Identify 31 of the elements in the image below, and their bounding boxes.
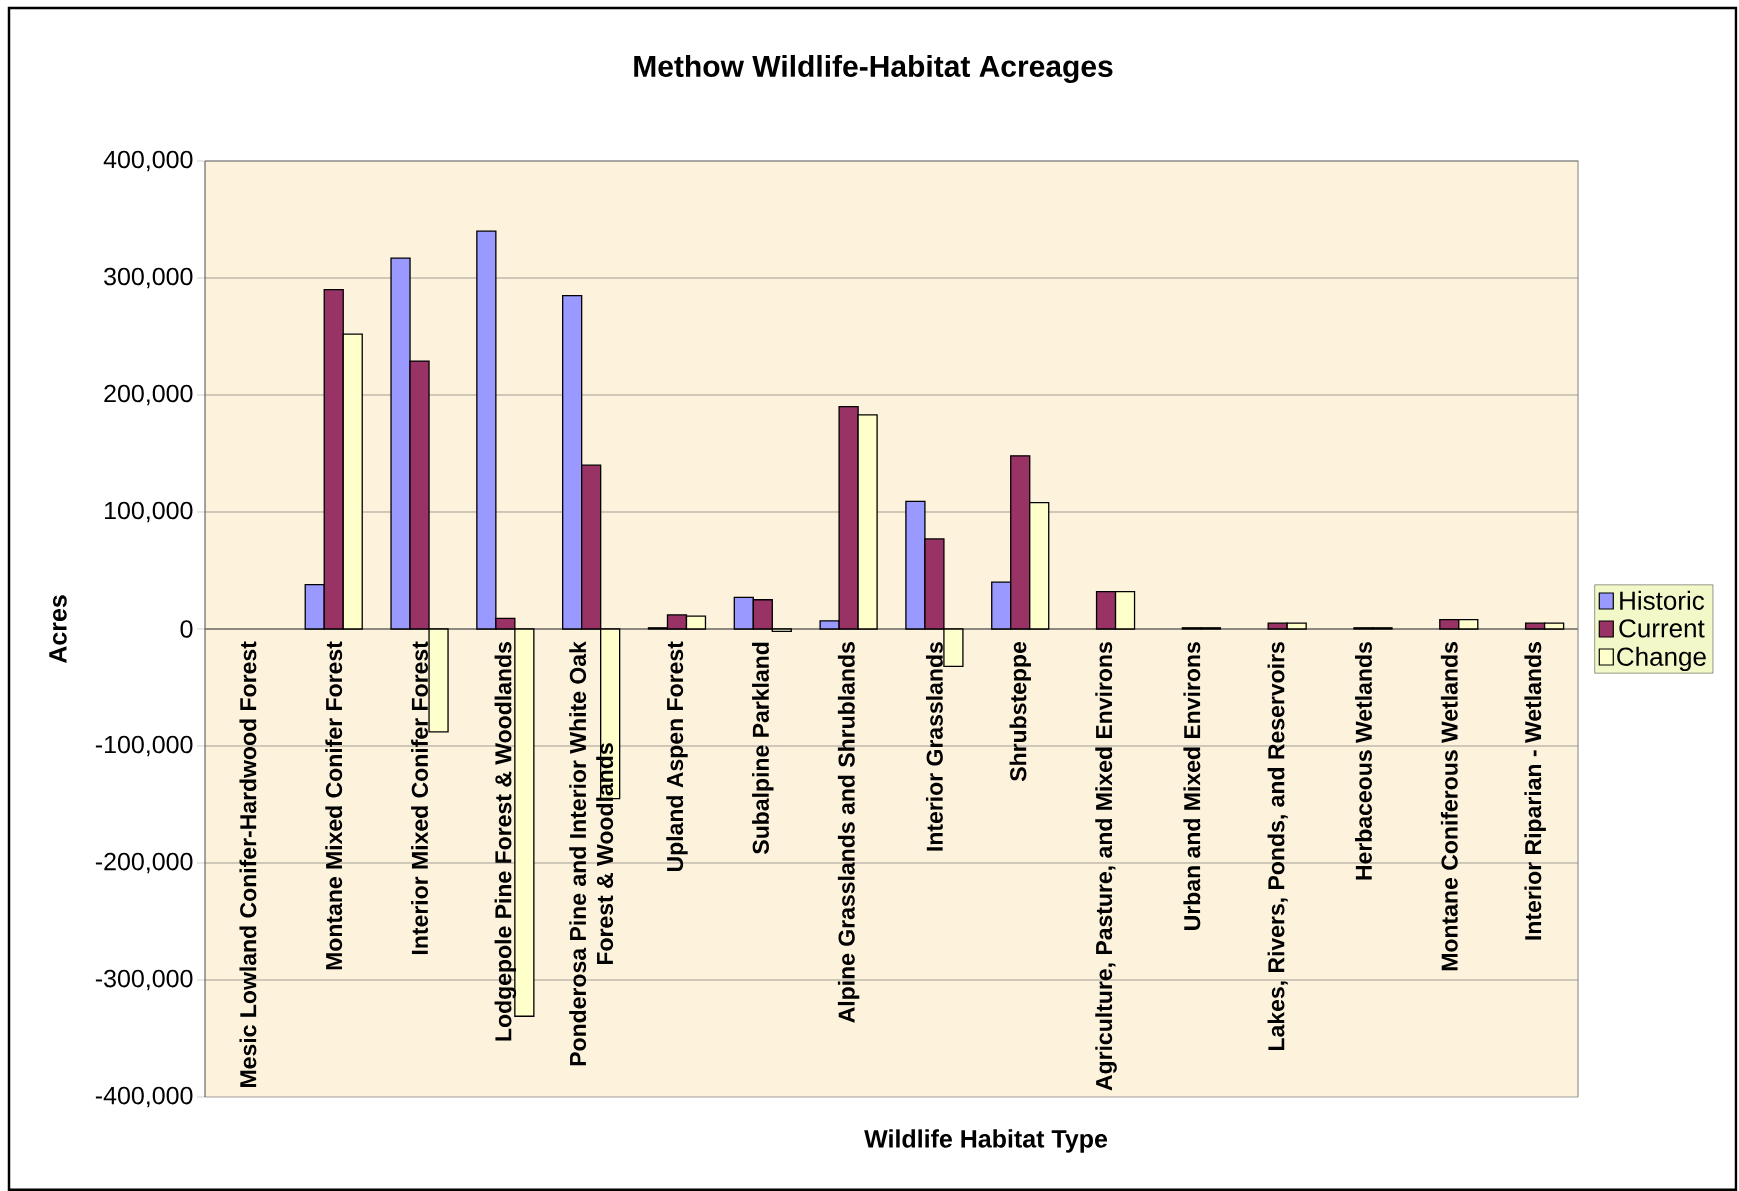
y-tick-label: -100,000 [95,735,193,757]
x-tick-label: Subalpine Parkland [752,642,774,854]
y-tick-label: 400,000 [103,150,193,172]
x-tick-label: Montane Mixed Conifer Forest [325,641,343,970]
x-axis-title: Wildlife Habitat Type [864,1129,1108,1153]
x-tick-label: Montane Coniferous Wetlands [1440,642,1458,971]
x-tick-label: Alpine Grasslands and Shrublands [837,642,860,1023]
x-tick-label: Interior Grasslands [925,642,943,851]
x-tick-label: Shrubsteppe [1009,641,1031,782]
x-tick-label: Mesic Lowland Conifer-Hardwood Forest [239,641,257,1087]
x-tick-label: Agriculture, Pasture, and Mixed Environs [1095,642,1117,1091]
y-tick-label: -300,000 [95,969,193,991]
legend-label: Current [1619,619,1705,638]
y-tick-label: -200,000 [95,852,193,874]
x-tick-label: Lodgepole Pine Forest & Woodlands [494,642,517,1041]
y-tick-label: 300,000 [104,267,193,289]
y-tick-label: 200,000 [104,384,193,406]
y-axis-title: Acres [49,595,67,664]
x-tick-label: Lakes, Rivers, Ponds, and Reservoirs [1267,642,1288,1051]
x-tick-label: Ponderosa Pine and Interior White Oak Forest & Woodlands [569,641,614,1066]
x-tick-label: Interior Mixed Conifer Forest [411,641,428,955]
legend-label: Change [1617,646,1706,672]
y-tick-label: 0 [180,620,193,638]
chart-title: Methow Wildlife-Habitat Acreages [634,54,1113,84]
x-tick-label: Urban and Mixed Environs [1183,642,1201,930]
x-tick-label: Herbaceous Wetlands [1355,642,1372,880]
x-tick-label: Upland Aspen Forest [666,641,688,872]
y-tick-label: -400,000 [95,1086,193,1108]
legend-label: Historic [1620,590,1705,610]
y-tick-label: 100,000 [105,501,193,523]
x-tick-label: Interior Riparian - Wetlands [1524,642,1546,940]
